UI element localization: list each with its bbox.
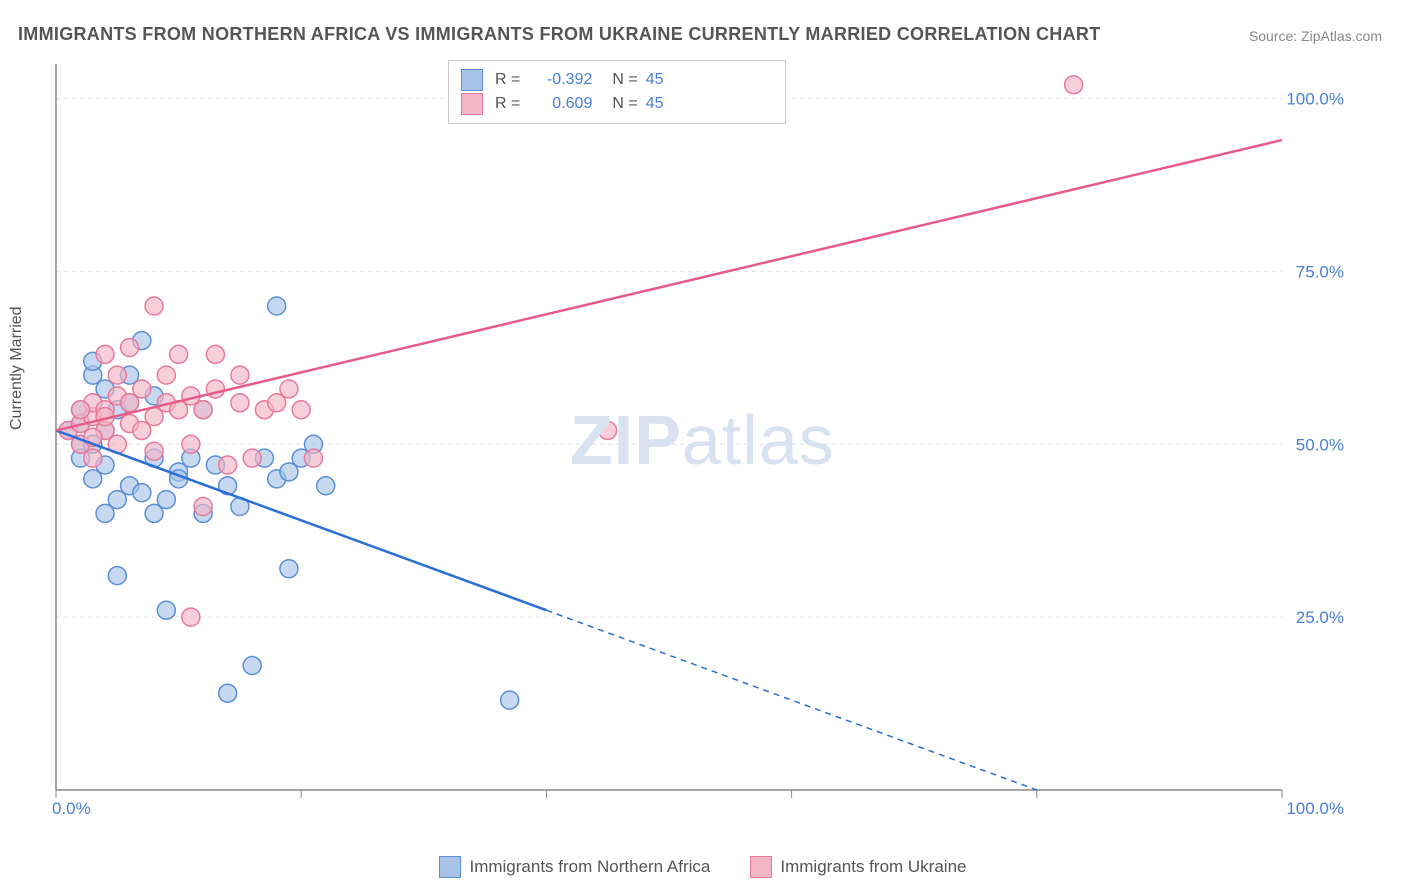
- r-label: R =: [495, 71, 520, 89]
- data-point: [219, 684, 237, 702]
- data-point: [108, 567, 126, 585]
- data-point: [194, 498, 212, 516]
- legend-item: Immigrants from Northern Africa: [439, 856, 710, 878]
- chart-title: IMMIGRANTS FROM NORTHERN AFRICA VS IMMIG…: [18, 24, 1101, 45]
- data-point: [317, 477, 335, 495]
- data-point: [84, 449, 102, 467]
- legend-stat-row: R = 0.609 N = 45: [461, 93, 773, 115]
- n-value: 45: [646, 71, 664, 89]
- legend-item: Immigrants from Ukraine: [750, 856, 966, 878]
- legend-stats: R = -0.392 N = 45 R = 0.609 N = 45: [448, 60, 786, 124]
- regression-line-extrapolated: [546, 610, 1036, 790]
- svg-text:25.0%: 25.0%: [1296, 608, 1344, 627]
- data-point: [231, 394, 249, 412]
- legend-label: Immigrants from Ukraine: [780, 857, 966, 877]
- legend-swatch: [439, 856, 461, 878]
- data-point: [182, 608, 200, 626]
- legend-stat-row: R = -0.392 N = 45: [461, 69, 773, 91]
- data-point: [219, 456, 237, 474]
- data-point: [157, 491, 175, 509]
- data-point: [243, 449, 261, 467]
- legend-swatch: [750, 856, 772, 878]
- r-value: 0.609: [528, 95, 592, 113]
- data-point: [243, 657, 261, 675]
- n-label: N =: [612, 71, 637, 89]
- legend-swatch: [461, 93, 483, 115]
- data-point: [1065, 76, 1083, 94]
- data-point: [133, 484, 151, 502]
- r-value: -0.392: [528, 71, 592, 89]
- legend-label: Immigrants from Northern Africa: [469, 857, 710, 877]
- data-point: [206, 345, 224, 363]
- data-point: [157, 601, 175, 619]
- data-point: [231, 366, 249, 384]
- legend-swatch: [461, 69, 483, 91]
- data-point: [501, 691, 519, 709]
- regression-line: [56, 140, 1282, 430]
- svg-text:50.0%: 50.0%: [1296, 435, 1344, 454]
- r-label: R =: [495, 95, 520, 113]
- data-point: [96, 345, 114, 363]
- data-point: [108, 366, 126, 384]
- data-point: [72, 401, 90, 419]
- data-point: [268, 297, 286, 315]
- data-point: [145, 442, 163, 460]
- svg-text:100.0%: 100.0%: [1286, 799, 1344, 818]
- svg-text:0.0%: 0.0%: [52, 799, 91, 818]
- legend-series: Immigrants from Northern Africa Immigrant…: [0, 856, 1406, 878]
- data-point: [145, 297, 163, 315]
- y-axis-label: Currently Married: [8, 306, 26, 430]
- data-point: [170, 345, 188, 363]
- data-point: [599, 421, 617, 439]
- plot-svg: 25.0% 50.0% 75.0% 100.0% 0.0% 100.0%: [52, 60, 1352, 820]
- data-point: [194, 401, 212, 419]
- data-point: [182, 435, 200, 453]
- data-point: [292, 401, 310, 419]
- source-attribution: Source: ZipAtlas.com: [1249, 28, 1382, 44]
- data-point: [280, 560, 298, 578]
- correlation-chart: 25.0% 50.0% 75.0% 100.0% 0.0% 100.0%: [52, 60, 1352, 820]
- svg-text:100.0%: 100.0%: [1286, 90, 1344, 109]
- svg-text:75.0%: 75.0%: [1296, 262, 1344, 281]
- data-point: [133, 380, 151, 398]
- data-point: [280, 380, 298, 398]
- n-value: 45: [646, 95, 664, 113]
- data-point: [304, 449, 322, 467]
- n-label: N =: [612, 95, 637, 113]
- data-point: [157, 366, 175, 384]
- data-point: [121, 338, 139, 356]
